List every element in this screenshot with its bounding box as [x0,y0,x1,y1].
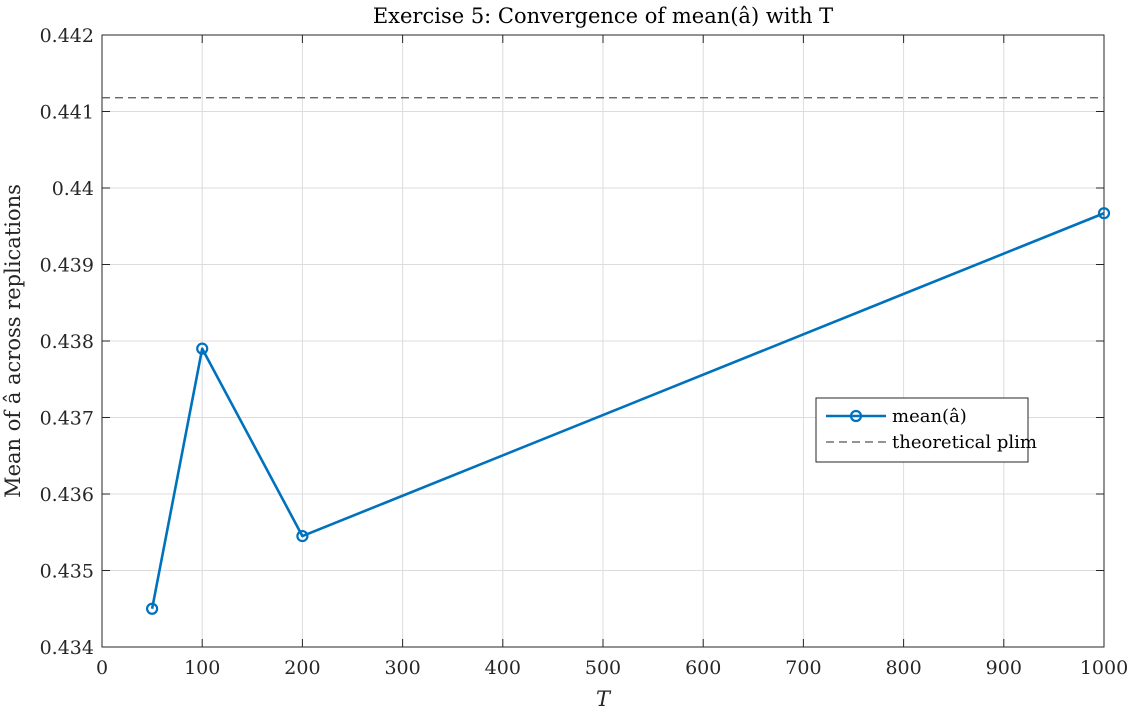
x-tick-label: 500 [585,657,621,679]
chart-title: Exercise 5: Convergence of mean(â) with … [373,4,833,28]
y-tick-label: 0.437 [40,408,94,430]
legend-box [815,397,1029,463]
x-axis-title: T [596,687,612,711]
data-point [1097,207,1111,220]
y-tick-label: 0.435 [40,561,94,583]
legend-reference-label: theoretical plim [892,432,1037,453]
series-group [146,207,1111,615]
y-tick-label: 0.438 [40,331,94,353]
y-tick-label: 0.436 [40,484,94,506]
y-tick-label: 0.441 [40,102,94,124]
data-point [146,602,159,615]
legend-series-label: mean(â) [892,406,967,427]
x-tick-label: 100 [184,657,220,679]
y-tick-label: 0.439 [40,255,94,277]
y-tick-label: 0.44 [52,178,94,200]
x-tick-label: 900 [986,657,1022,679]
axis-ticks: 0 100 200 300 400 500 600 700 800 900 1000 0.434 0.4… [40,25,1129,679]
series-line [150,212,1105,609]
x-tick-label: 700 [785,657,821,679]
x-tick-label: 200 [284,657,320,679]
x-tick-label: 600 [685,657,721,679]
y-tick-label: 0.434 [40,637,94,659]
x-tick-label: 0 [96,657,108,679]
legend-series-marker [849,409,863,423]
legend: mean(â) theoretical plim [815,397,1037,463]
x-tick-label: 1000 [1080,657,1128,679]
data-point [296,529,309,543]
data-point [196,342,209,355]
x-tick-label: 800 [885,657,921,679]
x-tick-label: 400 [485,657,521,679]
y-axis-title: Mean of â across replications [1,184,25,498]
x-tick-label: 300 [384,657,420,679]
y-tick-label: 0.442 [40,25,94,47]
